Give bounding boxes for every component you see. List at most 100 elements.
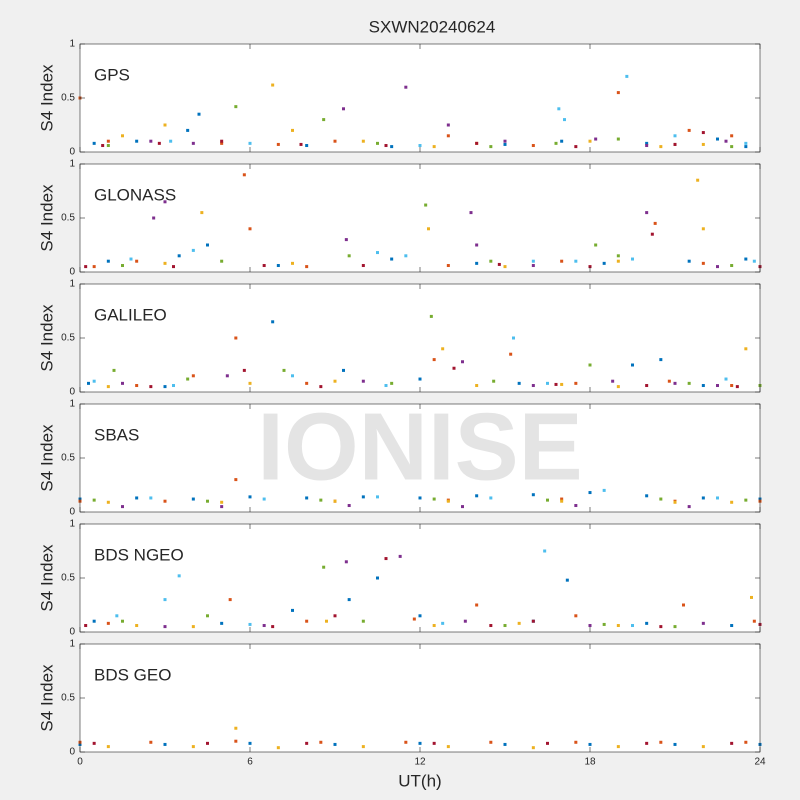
panel-label: GALILEO xyxy=(94,305,167,324)
data-point xyxy=(602,622,606,626)
data-point xyxy=(653,221,657,225)
data-point xyxy=(701,261,705,265)
data-point xyxy=(489,496,493,500)
data-point xyxy=(305,381,309,385)
data-point xyxy=(429,314,433,318)
data-point xyxy=(673,625,677,629)
data-point xyxy=(531,264,535,268)
data-point xyxy=(574,614,578,618)
data-point xyxy=(390,257,394,261)
data-point xyxy=(121,134,124,138)
data-point xyxy=(427,227,430,231)
data-point xyxy=(225,374,229,378)
panel: 0 0.5 1 0 6 12 18 24 BDS GEO S4 Index xyxy=(37,639,766,768)
data-point xyxy=(242,368,246,372)
data-point xyxy=(574,740,578,744)
data-point xyxy=(121,264,124,268)
points xyxy=(84,173,762,269)
data-point xyxy=(319,740,323,744)
data-point xyxy=(248,495,252,499)
data-point xyxy=(191,248,195,252)
data-point xyxy=(744,740,748,744)
data-point xyxy=(342,107,345,111)
data-point xyxy=(701,621,705,625)
data-point xyxy=(149,496,153,500)
data-point xyxy=(659,145,663,149)
data-point xyxy=(276,264,280,268)
data-point xyxy=(206,499,209,503)
data-point xyxy=(574,145,578,149)
data-point xyxy=(452,366,456,370)
data-point xyxy=(333,139,337,143)
panel: 0 0.5 1 GPS S4 Index xyxy=(37,39,761,158)
data-point xyxy=(163,499,167,503)
data-point xyxy=(560,139,564,143)
data-point xyxy=(432,741,436,745)
data-point xyxy=(384,557,388,561)
data-point xyxy=(305,496,309,500)
data-point xyxy=(234,739,238,743)
data-point xyxy=(220,505,224,509)
data-point xyxy=(752,619,756,623)
data-point xyxy=(588,624,592,628)
data-point xyxy=(673,742,677,746)
x-tick-label: 12 xyxy=(414,757,426,768)
data-point xyxy=(322,118,326,122)
data-point xyxy=(262,624,266,628)
y-tick-label: 1 xyxy=(69,399,75,410)
data-point xyxy=(432,358,436,362)
data-point xyxy=(446,123,450,127)
data-point xyxy=(390,381,394,385)
y-tick-label: 0 xyxy=(69,507,75,518)
data-point xyxy=(645,144,649,148)
data-point xyxy=(361,139,365,143)
data-point xyxy=(645,211,649,215)
data-point xyxy=(716,265,719,269)
data-point xyxy=(376,495,379,499)
y-tick-label: 0 xyxy=(69,267,75,278)
y-tick-label: 0 xyxy=(69,387,75,398)
data-point xyxy=(291,608,294,612)
data-point xyxy=(342,368,345,372)
data-point xyxy=(112,368,116,372)
data-point xyxy=(135,496,139,500)
data-point xyxy=(92,619,96,623)
data-point xyxy=(398,554,402,558)
data-point xyxy=(305,144,309,148)
y-axis-label: S4 Index xyxy=(37,424,56,492)
data-point xyxy=(475,494,479,498)
data-point xyxy=(129,257,133,261)
data-point xyxy=(616,624,620,628)
data-point xyxy=(87,381,90,385)
data-point xyxy=(106,144,110,148)
data-point xyxy=(197,112,201,116)
y-tick-label: 0.5 xyxy=(61,693,75,704)
data-point xyxy=(696,178,700,182)
data-point xyxy=(446,499,450,503)
data-point xyxy=(588,265,592,269)
data-point xyxy=(101,144,105,148)
data-point xyxy=(404,740,408,744)
panel: IONISE 0 0.5 1 SBAS S4 Index xyxy=(37,393,762,518)
data-point xyxy=(305,619,309,623)
y-tick-label: 0 xyxy=(69,147,75,158)
data-point xyxy=(744,498,748,502)
data-point xyxy=(169,139,173,143)
data-point xyxy=(384,384,388,388)
data-point xyxy=(163,598,167,602)
data-point xyxy=(271,625,275,629)
data-point xyxy=(546,381,549,385)
data-point xyxy=(291,374,294,378)
data-point xyxy=(744,141,748,145)
data-point xyxy=(234,336,238,340)
data-point xyxy=(441,347,445,351)
data-point xyxy=(234,105,238,109)
data-point xyxy=(361,619,365,623)
axes-background xyxy=(80,164,760,272)
data-point xyxy=(463,619,467,623)
data-point xyxy=(186,377,190,381)
data-point xyxy=(228,598,232,602)
data-point xyxy=(432,145,436,149)
data-point xyxy=(469,211,473,215)
data-point xyxy=(554,141,558,145)
